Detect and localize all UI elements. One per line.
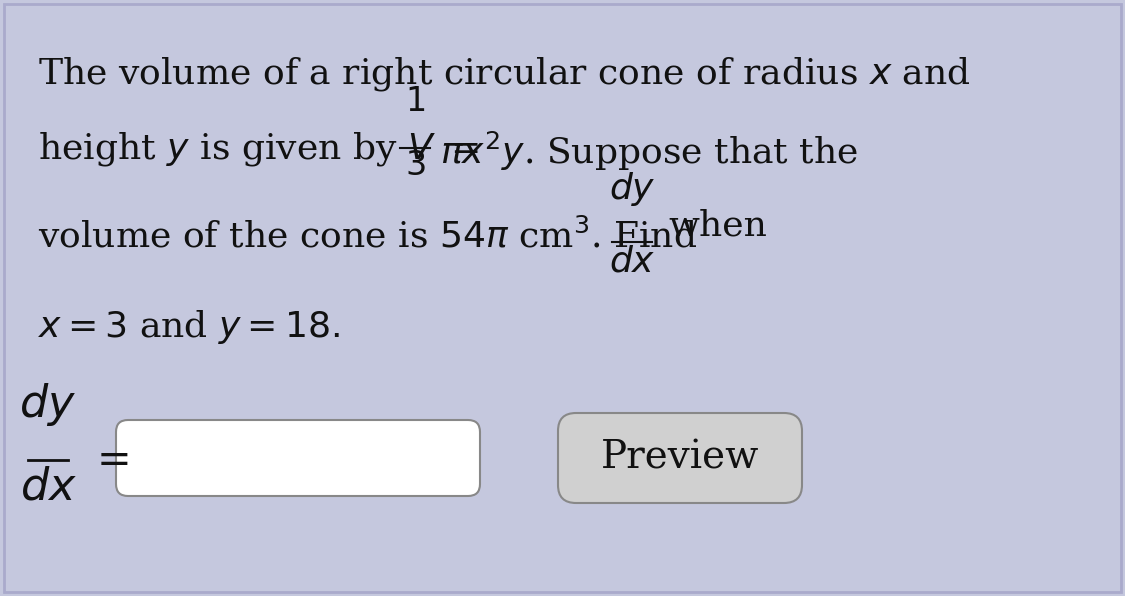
Text: $dx$: $dx$ <box>19 465 76 508</box>
Text: $dy$: $dy$ <box>19 381 76 428</box>
Text: $\pi x^2 y$. Suppose that the: $\pi x^2 y$. Suppose that the <box>440 130 858 173</box>
Text: $x = 3$ and $y = 18.$: $x = 3$ and $y = 18.$ <box>38 308 340 346</box>
FancyBboxPatch shape <box>558 413 802 503</box>
Text: $dy$: $dy$ <box>609 170 656 208</box>
Text: The volume of a right circular cone of radius $x$ and: The volume of a right circular cone of r… <box>38 55 971 93</box>
Text: $dx$: $dx$ <box>609 245 655 279</box>
Text: height $y$ is given by $V\ =\ $: height $y$ is given by $V\ =\ $ <box>38 130 479 168</box>
FancyBboxPatch shape <box>116 420 480 496</box>
Text: volume of the cone is $54\pi$ cm$^3$. Find: volume of the cone is $54\pi$ cm$^3$. Fi… <box>38 218 698 254</box>
Text: $1$: $1$ <box>405 86 425 118</box>
Text: when: when <box>668 208 767 242</box>
Text: $3$: $3$ <box>405 150 425 182</box>
Text: Preview: Preview <box>601 439 759 476</box>
Text: $=$: $=$ <box>88 437 128 479</box>
